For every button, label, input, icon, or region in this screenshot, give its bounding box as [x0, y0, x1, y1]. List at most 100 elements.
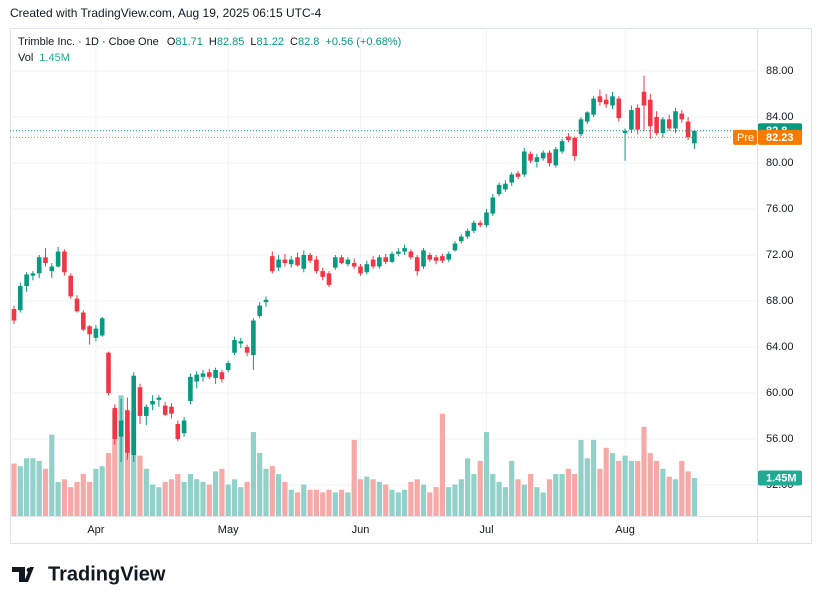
- candle-body: [74, 298, 80, 312]
- y-tick-label: 88.00: [766, 65, 794, 77]
- volume-bar: [17, 466, 23, 516]
- candle-body: [358, 266, 363, 274]
- candle-body: [36, 257, 42, 274]
- candle-body: [553, 149, 559, 166]
- candle-body: [622, 130, 628, 134]
- volume-bar: [465, 458, 471, 516]
- candles: [11, 75, 697, 462]
- volume-bar: [213, 471, 219, 516]
- volume-bar: [528, 474, 534, 516]
- candle-body: [685, 121, 691, 138]
- candle-body: [370, 259, 376, 267]
- volume-bar: [326, 489, 332, 516]
- candle-body: [62, 251, 67, 273]
- candle-body: [244, 346, 250, 353]
- volume-bar: [641, 426, 647, 516]
- candle-body: [194, 374, 199, 382]
- volume-bar: [603, 447, 609, 516]
- candle-body: [477, 222, 483, 226]
- volume-bar: [370, 479, 376, 516]
- candle-body: [295, 257, 300, 266]
- volume-bar: [685, 471, 691, 516]
- candle-body: [238, 341, 244, 344]
- candle-body: [333, 257, 338, 268]
- candle-body: [112, 407, 118, 439]
- volume-bar: [509, 460, 515, 516]
- volume-bar: [250, 432, 256, 516]
- volume-bar: [654, 460, 660, 516]
- volume-bar: [257, 453, 263, 516]
- candle-body: [213, 369, 218, 379]
- volume-bar: [609, 453, 616, 516]
- volume-bar: [11, 463, 17, 516]
- candle-body: [339, 257, 344, 264]
- candle-body: [364, 264, 370, 273]
- candle-body: [578, 119, 584, 135]
- candle-body: [465, 230, 470, 237]
- volume-bar: [105, 453, 112, 516]
- volume-bar: [99, 466, 105, 516]
- candle-body: [452, 243, 458, 251]
- volume-badge: [758, 470, 802, 486]
- volume-bar: [420, 484, 427, 516]
- volume-bar: [660, 468, 666, 516]
- volume-bar: [691, 477, 697, 516]
- volume-bar: [162, 481, 168, 516]
- volume-bar: [231, 479, 238, 516]
- volume-bar: [364, 476, 370, 516]
- legend-change: +0.56 (+0.68%): [325, 36, 401, 48]
- candle-body: [610, 96, 615, 106]
- volume-bar: [320, 492, 326, 516]
- y-tick-label: 64.00: [766, 341, 794, 353]
- candle-body: [496, 184, 502, 195]
- volume-bar: [206, 484, 212, 516]
- volume-title: Vol: [18, 52, 33, 64]
- candle-body: [679, 113, 685, 120]
- volume-bar: [282, 481, 288, 516]
- volume-bar: [244, 481, 250, 516]
- y-tick-label: 76.00: [766, 203, 794, 215]
- volume-bar: [80, 474, 86, 516]
- y-tick-label: 56.00: [766, 433, 794, 445]
- volume-bar: [112, 411, 118, 516]
- volume-bar: [131, 411, 137, 516]
- candle-body: [635, 107, 640, 130]
- volume-bar: [597, 468, 603, 516]
- volume-bar: [452, 484, 458, 516]
- candle-body: [93, 328, 99, 338]
- volume-bar: [635, 460, 641, 516]
- legend-letter: O: [167, 36, 176, 48]
- volume-bar: [622, 455, 628, 516]
- candle-body: [591, 98, 596, 115]
- volume-bar: [339, 489, 345, 516]
- volume-bar: [61, 479, 67, 516]
- volume-bar: [616, 460, 622, 516]
- volume-bar: [433, 487, 439, 516]
- volume-bar: [263, 468, 269, 516]
- candle-body: [377, 257, 382, 267]
- candle-body: [99, 318, 105, 336]
- candle-body: [55, 251, 61, 267]
- volume-bar: [36, 460, 42, 516]
- volume-bar: [124, 432, 130, 516]
- premarket-tag-label: Pre: [737, 132, 754, 144]
- volume-bar: [408, 481, 414, 516]
- volume-bar: [496, 481, 502, 516]
- volume-bar: [313, 489, 319, 516]
- x-tick-label: Jul: [479, 524, 493, 536]
- candle-body: [251, 320, 256, 356]
- candle-body: [68, 275, 73, 297]
- volume-badge-label: 1.45M: [766, 472, 797, 484]
- candle-body: [345, 259, 351, 265]
- candle-body: [490, 197, 496, 214]
- candle-body: [207, 372, 212, 377]
- volume-bar: [168, 479, 175, 516]
- volume-bar: [439, 413, 445, 516]
- volume-bar: [345, 492, 351, 516]
- volume-bar: [477, 460, 483, 516]
- y-tick-label: 68.00: [766, 295, 794, 307]
- volume-bar: [515, 479, 521, 516]
- volume-bar: [156, 487, 162, 516]
- candle-body: [169, 406, 174, 414]
- volume-bar: [376, 481, 382, 516]
